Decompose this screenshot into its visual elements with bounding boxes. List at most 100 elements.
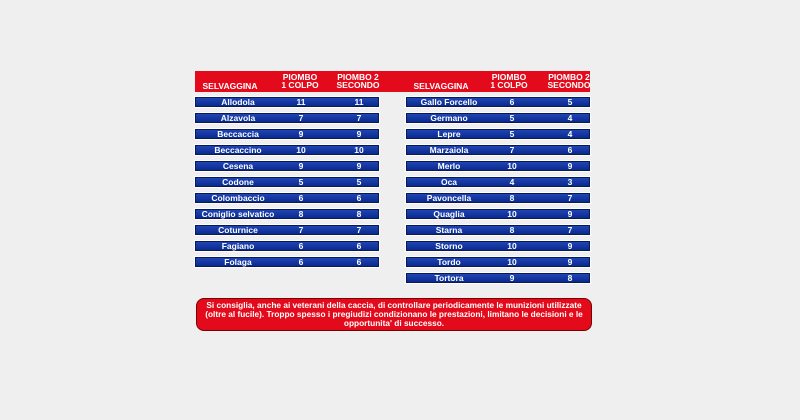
species-name: Lepre xyxy=(437,129,461,139)
piombo-1-value: 6 xyxy=(298,193,304,203)
piombo-2-value: 9 xyxy=(567,209,573,219)
piombo-1-value: 10 xyxy=(507,161,517,171)
species-name: Folaga xyxy=(224,257,252,267)
species-name: Coniglio selvatico xyxy=(201,209,275,219)
piombo-1-value: 10 xyxy=(507,241,517,251)
piombo-1-value: 9 xyxy=(509,273,515,283)
header-piombo-1: PIOMBO 1 COLPO xyxy=(281,72,319,90)
piombo-2-value: 8 xyxy=(356,209,362,219)
header-selvaggina: SELVAGGINA xyxy=(413,81,469,91)
table-row: Allodola 11 11 xyxy=(195,97,379,107)
piombo-1-value: 9 xyxy=(298,129,304,139)
table-row: Merlo 10 9 xyxy=(406,161,590,171)
table-row: Folaga 6 6 xyxy=(195,257,379,267)
species-name: Storno xyxy=(435,241,463,251)
piombo-1-value: 6 xyxy=(298,257,304,267)
piombo-2-value: 6 xyxy=(356,241,362,251)
piombo-1-value: 4 xyxy=(509,177,515,187)
piombo-1-value: 7 xyxy=(298,113,304,123)
table-header: SELVAGGINA PIOMBO 1 COLPO PIOMBO 2 SECON… xyxy=(195,71,590,92)
table-row: Alzavola 7 7 xyxy=(195,113,379,123)
piombo-1-value: 11 xyxy=(296,97,306,107)
piombo-2-value: 6 xyxy=(356,193,362,203)
piombo-1-value: 6 xyxy=(509,97,515,107)
table-row: Quaglia 10 9 xyxy=(406,209,590,219)
species-name: Colombaccio xyxy=(211,193,265,203)
species-name: Tortora xyxy=(434,273,464,283)
species-name: Fagiano xyxy=(221,241,255,251)
species-name: Alzavola xyxy=(220,113,256,123)
table-row: Colombaccio 6 6 xyxy=(195,193,379,203)
table-row: Tordo 10 9 xyxy=(406,257,590,267)
species-name: Starna xyxy=(435,225,463,235)
piombo-2-value: 4 xyxy=(567,113,573,123)
species-name: Germano xyxy=(430,113,468,123)
piombo-2-value: 9 xyxy=(356,129,362,139)
species-name: Beccaccia xyxy=(217,129,259,139)
piombo-1-value: 10 xyxy=(507,209,517,219)
table-row: Starna 8 7 xyxy=(406,225,590,235)
species-name: Beccaccino xyxy=(214,145,262,155)
table-row: Beccaccino 10 10 xyxy=(195,145,379,155)
piombo-2-value: 9 xyxy=(567,161,573,171)
piombo-1-value: 8 xyxy=(509,225,515,235)
table-row: Marzaiola 7 6 xyxy=(406,145,590,155)
piombo-2-value: 7 xyxy=(567,225,573,235)
piombo-2-value: 4 xyxy=(567,129,573,139)
piombo-2-value: 7 xyxy=(356,225,362,235)
piombo-1-value: 7 xyxy=(298,225,304,235)
piombo-2-value: 9 xyxy=(567,241,573,251)
species-name: Codone xyxy=(222,177,254,187)
piombo-1-value: 5 xyxy=(298,177,304,187)
piombo-2-value: 9 xyxy=(567,257,573,267)
advice-note: Si consiglia, anche ai veterani della ca… xyxy=(196,298,592,331)
piombo-2-value: 7 xyxy=(567,193,573,203)
table-row: Fagiano 6 6 xyxy=(195,241,379,251)
table-row: Tortora 9 8 xyxy=(406,273,590,283)
piombo-2-value: 8 xyxy=(567,273,573,283)
piombo-2-value: 3 xyxy=(567,177,573,187)
piombo-2-value: 7 xyxy=(356,113,362,123)
header-piombo-2: PIOMBO 2 SECONDO xyxy=(336,72,380,90)
header-piombo-1: PIOMBO 1 COLPO xyxy=(490,72,528,90)
table-row: Gallo Forcello 6 5 xyxy=(406,97,590,107)
species-name: Merlo xyxy=(437,161,461,171)
species-name: Quaglia xyxy=(433,209,465,219)
piombo-1-value: 10 xyxy=(507,257,517,267)
species-name: Cesena xyxy=(222,161,254,171)
piombo-2-value: 9 xyxy=(356,161,362,171)
table-row: Coniglio selvatico 8 8 xyxy=(195,209,379,219)
table-row: Lepre 5 4 xyxy=(406,129,590,139)
header-piombo-2: PIOMBO 2 SECONDO xyxy=(547,72,591,90)
piombo-1-value: 6 xyxy=(298,241,304,251)
piombo-2-value: 11 xyxy=(354,97,364,107)
table-row: Storno 10 9 xyxy=(406,241,590,251)
piombo-2-value: 10 xyxy=(354,145,364,155)
species-name: Coturnice xyxy=(218,225,258,235)
piombo-1-value: 8 xyxy=(298,209,304,219)
table-row: Oca 4 3 xyxy=(406,177,590,187)
piombo-1-value: 10 xyxy=(296,145,306,155)
species-name: Tordo xyxy=(437,257,461,267)
species-name: Gallo Forcello xyxy=(420,97,478,107)
species-name: Allodola xyxy=(221,97,255,107)
species-name: Pavoncella xyxy=(426,193,472,203)
table-row: Cesena 9 9 xyxy=(195,161,379,171)
piombo-1-value: 7 xyxy=(509,145,515,155)
piombo-2-value: 6 xyxy=(356,257,362,267)
left-table: Allodola 11 11 Alzavola 7 7 Beccaccia 9 9 Beccacc… xyxy=(195,97,379,273)
piombo-1-value: 5 xyxy=(509,129,515,139)
table-row: Pavoncella 8 7 xyxy=(406,193,590,203)
header-selvaggina: SELVAGGINA xyxy=(202,81,258,91)
table-row: Codone 5 5 xyxy=(195,177,379,187)
species-name: Oca xyxy=(440,177,458,187)
piombo-2-value: 6 xyxy=(567,145,573,155)
piombo-2-value: 5 xyxy=(567,97,573,107)
table-row: Germano 5 4 xyxy=(406,113,590,123)
piombo-2-value: 5 xyxy=(356,177,362,187)
table-row: Coturnice 7 7 xyxy=(195,225,379,235)
right-table: Gallo Forcello 6 5 Germano 5 4 Lepre 5 4 Marzaiol… xyxy=(406,97,590,289)
piombo-1-value: 9 xyxy=(298,161,304,171)
table-row: Beccaccia 9 9 xyxy=(195,129,379,139)
piombo-1-value: 8 xyxy=(509,193,515,203)
